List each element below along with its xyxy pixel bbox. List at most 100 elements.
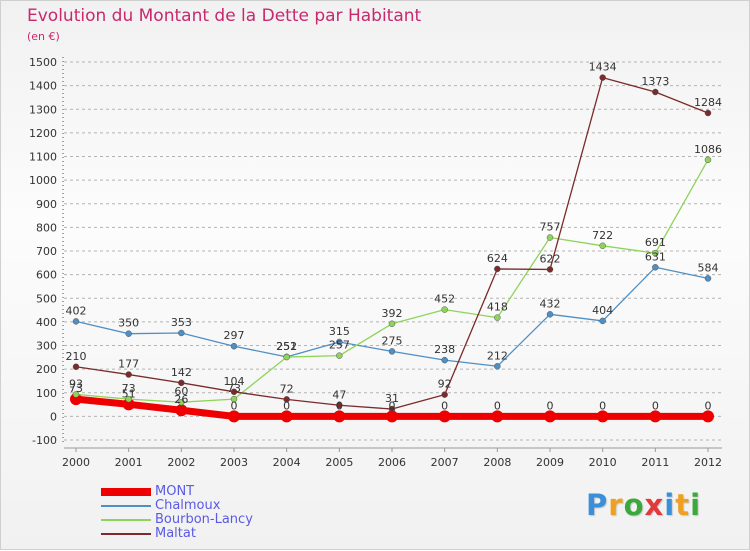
data-point-chalmoux	[125, 330, 132, 337]
data-label-mont: 51	[122, 387, 136, 400]
data-point-bourbon-lancy	[599, 242, 606, 250]
data-point-chalmoux	[441, 356, 448, 364]
data-label-bourbon-lancy: 60	[174, 385, 188, 398]
data-label-mont: 0	[231, 399, 238, 412]
data-label-chalmoux: 402	[66, 304, 87, 317]
logo-letter: t	[675, 488, 691, 522]
data-label-chalmoux: 212	[487, 349, 508, 362]
y-tick-label: 500	[36, 292, 57, 305]
data-point-chalmoux	[704, 275, 712, 282]
logo-letter: i	[664, 488, 676, 522]
chart-title: Evolution du Montant de la Dette par Hab…	[27, 6, 422, 26]
data-point-bourbon-lancy	[704, 156, 712, 164]
data-point-mont	[280, 410, 293, 423]
x-tick-label: 2003	[220, 456, 248, 469]
data-point-maltat	[494, 265, 501, 273]
data-point-bourbon-lancy	[125, 395, 132, 403]
data-point-maltat	[388, 405, 396, 413]
legend: MONT Chalmoux Bourbon-Lancy Maltat	[101, 484, 361, 541]
legend-item-maltat: Maltat	[101, 526, 361, 541]
data-label-maltat: 1284	[694, 96, 722, 109]
legend-swatch-chalmoux	[101, 505, 151, 507]
data-point-bourbon-lancy	[283, 353, 290, 361]
y-tick-label: 1200	[29, 127, 57, 140]
x-tick-label: 2008	[483, 456, 511, 469]
data-label-chalmoux: 275	[382, 334, 403, 347]
data-label-bourbon-lancy: 257	[329, 339, 350, 352]
data-label-mont: 0	[283, 399, 290, 412]
data-label-maltat: 1373	[641, 75, 669, 88]
y-tick-label: 1500	[29, 56, 57, 69]
y-tick-label: 900	[36, 198, 57, 211]
data-label-bourbon-lancy: 392	[382, 307, 403, 320]
data-label-mont: 0	[494, 399, 501, 412]
data-label-maltat: 31	[385, 392, 399, 405]
data-point-maltat	[599, 74, 606, 81]
data-point-mont	[596, 410, 609, 423]
legend-item-chalmoux: Chalmoux	[101, 498, 361, 513]
data-point-bourbon-lancy	[230, 395, 238, 403]
data-point-maltat	[546, 266, 554, 273]
data-label-bourbon-lancy: 93	[69, 377, 83, 390]
data-point-mont	[70, 393, 82, 406]
data-label-chalmoux: 584	[698, 261, 719, 274]
data-label-bourbon-lancy: 73	[227, 382, 241, 395]
data-point-mont	[649, 410, 662, 423]
data-label-maltat: 622	[540, 252, 561, 265]
data-point-mont	[544, 410, 556, 423]
y-tick-label: 700	[36, 245, 57, 258]
x-tick-label: 2004	[273, 456, 301, 469]
data-label-chalmoux: 353	[171, 316, 192, 329]
gridlines	[64, 61, 722, 441]
data-point-bourbon-lancy	[441, 306, 448, 313]
data-label-maltat: 177	[118, 358, 139, 371]
data-label-maltat: 624	[487, 252, 508, 265]
data-label-bourbon-lancy: 418	[487, 301, 508, 314]
data-label-mont: 26	[174, 393, 188, 406]
data-label-mont: 0	[441, 399, 448, 412]
data-label-mont: 0	[547, 399, 554, 412]
data-label-chalmoux: 315	[329, 325, 350, 338]
data-point-chalmoux	[388, 348, 396, 355]
data-point-chalmoux	[546, 311, 554, 318]
y-tick-label: 1300	[29, 103, 57, 116]
y-tick-label: 0	[50, 410, 57, 423]
data-label-mont: 0	[336, 399, 343, 412]
data-label-maltat: 72	[280, 382, 294, 395]
data-point-maltat	[230, 388, 238, 396]
data-label-bourbon-lancy: 452	[434, 293, 455, 306]
y-tick-label: 1400	[29, 80, 57, 93]
logo-letter: i	[690, 488, 702, 522]
data-point-maltat	[178, 379, 185, 387]
data-point-mont	[702, 410, 714, 423]
data-label-maltat: 1434	[589, 61, 617, 74]
data-point-chalmoux	[72, 318, 80, 325]
data-point-maltat	[704, 109, 712, 117]
x-tick-label: 2000	[62, 456, 90, 469]
data-label-chalmoux: 238	[434, 343, 455, 356]
y-tick-label: -100	[32, 434, 57, 447]
x-tick-label: 2007	[431, 456, 459, 469]
data-label-maltat: 210	[66, 350, 87, 363]
data-label-maltat: 92	[438, 378, 452, 391]
data-label-mont: 0	[599, 399, 606, 412]
data-point-bourbon-lancy	[388, 320, 396, 328]
legend-label-bourbon-lancy: Bourbon-Lancy	[155, 512, 253, 527]
legend-label-mont: MONT	[155, 484, 195, 499]
data-point-maltat	[72, 363, 80, 371]
data-label-bourbon-lancy: 722	[592, 229, 613, 242]
data-label-mont: 0	[389, 399, 396, 412]
legend-swatch-maltat	[101, 533, 151, 535]
data-point-chalmoux	[178, 329, 185, 337]
data-label-bourbon-lancy: 757	[540, 221, 561, 234]
legend-swatch-bourbon-lancy	[101, 519, 151, 521]
data-point-chalmoux	[494, 363, 501, 370]
data-label-chalmoux: 631	[645, 250, 666, 263]
x-tick-label: 2009	[536, 456, 564, 469]
data-label-chalmoux: 404	[592, 304, 613, 317]
data-point-mont	[175, 404, 188, 417]
y-tick-label: 1000	[29, 174, 57, 187]
